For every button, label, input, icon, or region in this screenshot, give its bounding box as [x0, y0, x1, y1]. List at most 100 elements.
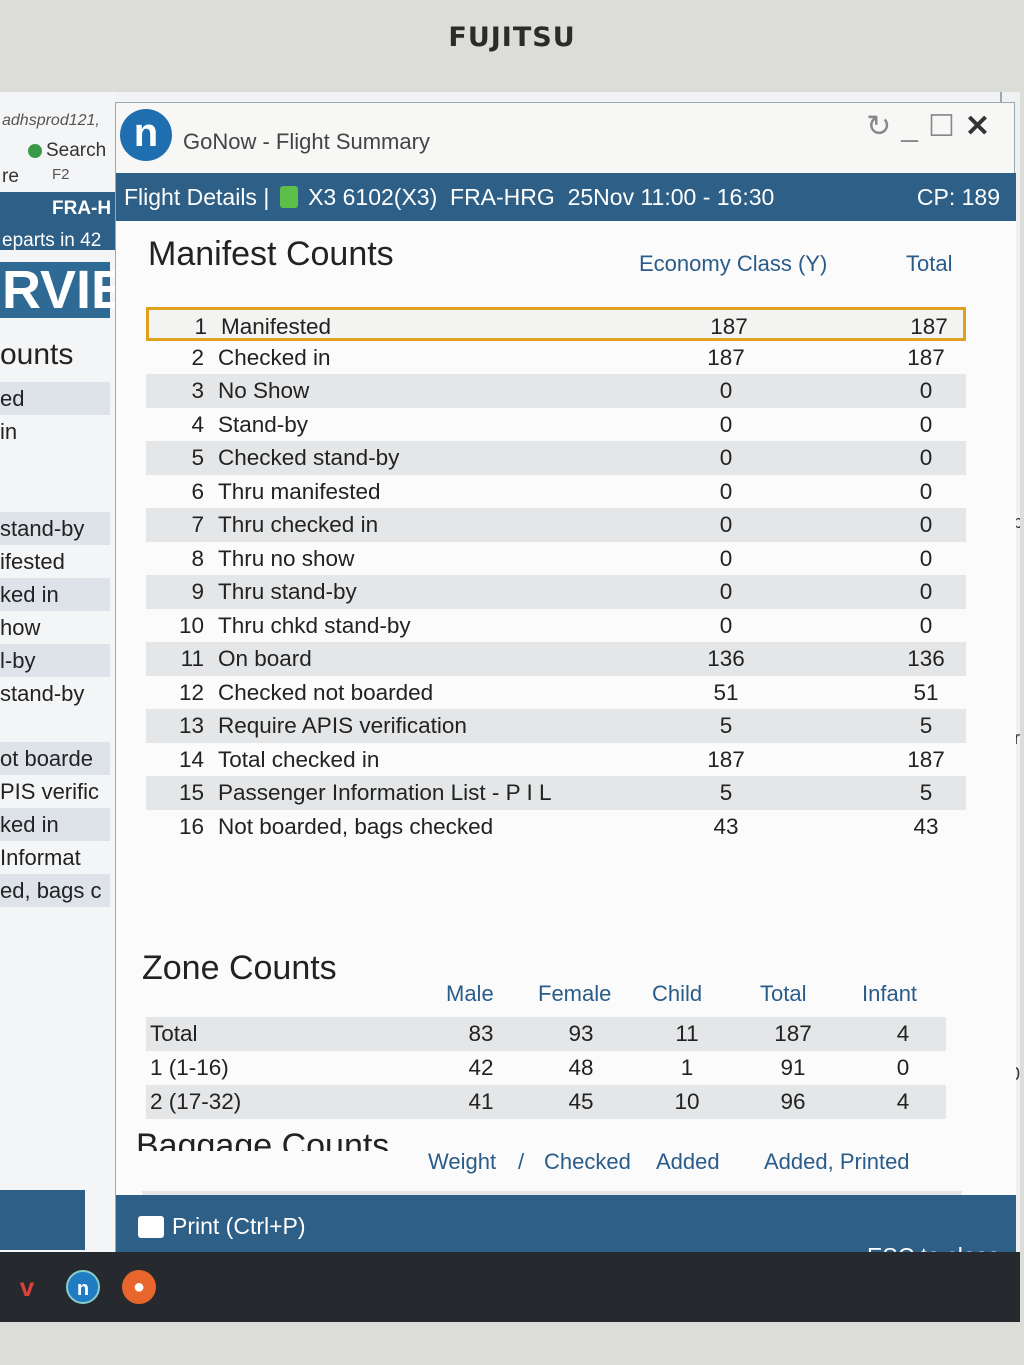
row-number: 12 — [178, 679, 204, 705]
row-number: 6 — [191, 478, 204, 504]
economy-count: 43 — [713, 813, 739, 839]
total-count: 187 — [907, 746, 945, 772]
manifest-row[interactable]: 13 Require APIS verification 5 5 — [146, 709, 966, 743]
zone-row[interactable]: 2 (17-32) 41 45 10 96 4 — [146, 1085, 946, 1119]
flight-details-prefix: Flight Details | — [124, 184, 270, 210]
total-count: 0 — [919, 378, 933, 403]
total-count: 0 — [919, 445, 933, 470]
total-count: 0 — [919, 545, 933, 571]
bg-list-item: ed, bags c — [0, 874, 110, 907]
manifest-row[interactable]: 1 Manifested 187 187 — [146, 307, 966, 341]
dialog-title: GoNow - Flight Summary — [183, 129, 430, 154]
row-label: Stand-by — [218, 411, 309, 437]
firefox-icon[interactable]: ● — [122, 1270, 156, 1304]
bg-list-a: ed in — [0, 382, 110, 448]
row-label: Checked in — [218, 344, 331, 370]
zone-child-count: 11 — [675, 1021, 699, 1046]
refresh-icon[interactable]: ↻ — [866, 110, 902, 143]
manifest-row[interactable]: 8 Thru no show 0 0 — [146, 542, 966, 576]
zone-col-female: Female — [538, 981, 612, 1006]
zone-col-child: Child — [652, 981, 703, 1006]
close-icon[interactable]: ✕ — [964, 110, 1000, 143]
manifest-row[interactable]: 16 Not boarded, bags checked 43 43 — [146, 810, 966, 844]
bag-col-checked: Checked — [544, 1149, 631, 1174]
manifest-row[interactable]: 15 Passenger Information List - P I L 5 5 — [146, 776, 966, 810]
manifest-row[interactable]: 7 Thru checked in 0 0 — [146, 508, 966, 542]
bg-departs-label: eparts in 42 — [2, 230, 102, 251]
row-label: Passenger Information List - P I L — [218, 780, 552, 805]
manifest-row[interactable]: 6 Thru manifested 0 0 — [146, 475, 966, 509]
background-app: adhsprod121, Search re F2 FRA-H eparts i… — [0, 92, 127, 1322]
row-number: 11 — [180, 646, 204, 671]
total-count: 0 — [919, 411, 933, 437]
print-label: Print (Ctrl+P) — [172, 1213, 306, 1239]
monitor-brand: FUJITSU — [448, 22, 576, 53]
manifest-row[interactable]: 11 On board 136 136 — [146, 642, 966, 676]
total-count: 51 — [913, 679, 939, 705]
zone-total-count: 91 — [780, 1055, 806, 1080]
bg-list-b: stand-by ifested ked in how l-by stand-b… — [0, 512, 110, 710]
zone-label: 1 (1-16) — [150, 1055, 229, 1080]
minimize-icon[interactable]: _ — [901, 110, 928, 143]
maximize-icon[interactable]: ☐ — [927, 110, 965, 143]
flight-details-text: Flight Details | X3 6102(X3) FRA-HRG 25N… — [124, 184, 774, 211]
total-count: 187 — [910, 314, 948, 339]
economy-count: 0 — [719, 512, 733, 537]
bg-search-button[interactable]: Search — [28, 140, 106, 162]
manifest-row[interactable]: 4 Stand-by 0 0 — [146, 408, 966, 442]
manifest-row[interactable]: 9 Thru stand-by 0 0 — [146, 575, 966, 609]
gonow-taskbar-icon[interactable]: n — [66, 1270, 100, 1304]
bg-list-item: stand-by — [0, 681, 85, 706]
gonow-logo-icon: n — [120, 109, 172, 161]
zone-row[interactable]: Total 83 93 11 187 4 — [146, 1017, 946, 1051]
bag-col-added-printed: Added, Printed — [764, 1149, 910, 1174]
total-count: 0 — [919, 612, 933, 638]
economy-count: 187 — [707, 746, 745, 772]
row-number: 16 — [178, 813, 204, 839]
manifest-row[interactable]: 10 Thru chkd stand-by 0 0 — [146, 609, 966, 643]
zone-col-male: Male — [446, 981, 494, 1006]
print-button[interactable]: Print (Ctrl+P) — [138, 1213, 306, 1240]
economy-count: 5 — [719, 780, 733, 805]
bag-col-weight: Weight — [428, 1149, 497, 1174]
bag-col-added: Added — [656, 1149, 720, 1174]
zone-child-count: 10 — [674, 1089, 700, 1114]
row-number: 15 — [178, 780, 204, 805]
row-label: Checked not boarded — [218, 679, 434, 705]
flight-schedule: 25Nov 11:00 - 16:30 — [567, 184, 775, 210]
flight-number: X3 6102(X3) — [308, 184, 438, 210]
row-number: 7 — [191, 512, 204, 537]
zone-infant-count: 4 — [896, 1021, 910, 1046]
zone-male-count: 83 — [468, 1021, 494, 1046]
total-count: 5 — [919, 713, 933, 738]
col-total: Total — [906, 251, 953, 276]
row-label: Thru manifested — [218, 478, 381, 504]
economy-count: 0 — [719, 411, 733, 437]
zone-female-count: 93 — [568, 1021, 594, 1046]
manifest-row[interactable]: 2 Checked in 187 187 — [146, 341, 966, 375]
zone-row[interactable]: 1 (1-16) 42 48 1 91 0 — [146, 1051, 946, 1085]
row-label: Not boarded, bags checked — [218, 813, 494, 839]
zone-infant-count: 4 — [896, 1089, 910, 1114]
total-count: 136 — [907, 646, 945, 671]
economy-count: 0 — [719, 378, 733, 403]
manifest-row[interactable]: 3 No Show 0 0 — [146, 374, 966, 408]
summary-content: Manifest Counts Economy Class (Y) Total … — [116, 221, 1016, 1165]
bg-list-item: ked in — [0, 578, 110, 611]
bg-list-item: Informat — [0, 845, 81, 870]
zone-total-count: 96 — [780, 1089, 806, 1114]
bg-f2-label: F2 — [52, 166, 70, 183]
manifest-row[interactable]: 12 Checked not boarded 51 51 — [146, 676, 966, 710]
manifest-row[interactable]: 5 Checked stand-by 0 0 — [146, 441, 966, 475]
zone-col-infant: Infant — [862, 981, 918, 1006]
row-label: Require APIS verification — [218, 713, 467, 738]
bg-list-item: PIS verific — [0, 779, 100, 804]
row-label: Thru chkd stand-by — [218, 612, 411, 638]
app-v-icon[interactable]: v — [19, 1272, 35, 1302]
total-count: 0 — [919, 512, 933, 537]
manifest-row[interactable]: 14 Total checked in 187 187 — [146, 743, 966, 777]
row-label: Checked stand-by — [218, 445, 400, 470]
zone-child-count: 1 — [680, 1055, 694, 1080]
flight-route: FRA-HRG — [450, 184, 555, 210]
